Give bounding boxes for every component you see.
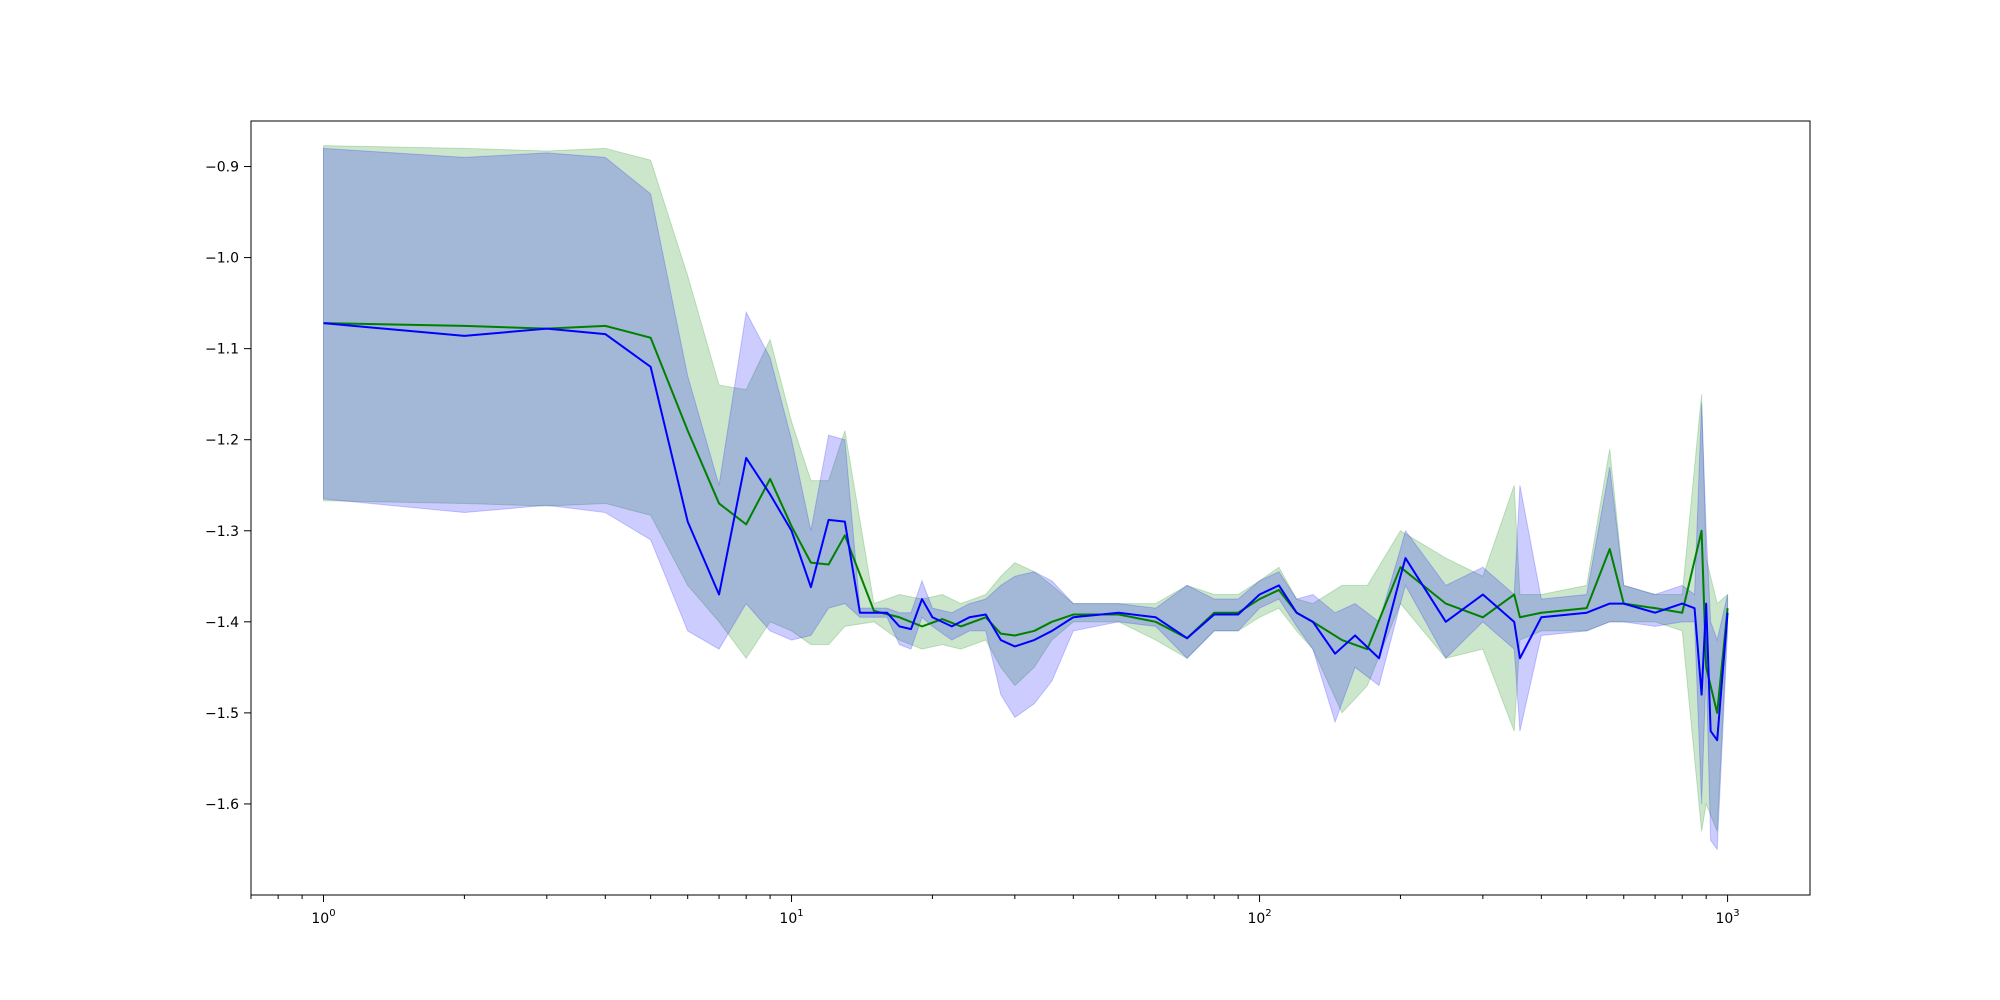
y-tick-label: −1.3: [205, 524, 239, 540]
y-tick-label: −1.6: [205, 797, 239, 813]
plot-frame: [250, 120, 1811, 896]
series-2-band: [323, 147, 1729, 851]
y-tick-label: −1.5: [205, 706, 239, 722]
y-tick-label: −1.2: [205, 433, 239, 449]
y-tick-label: −0.9: [205, 160, 239, 176]
x-tick-label: 103: [1715, 908, 1739, 927]
series-2-line: [323, 322, 1729, 742]
x-tick-label: 101: [779, 908, 803, 927]
x-tick-label: 102: [1247, 908, 1271, 927]
y-axis: −0.9 −1.0 −1.1 −1.2 −1.3 −1.4 −1.5 −1.6: [205, 160, 251, 813]
x-tick-label: 100: [311, 908, 335, 927]
x-axis: 100 101 102 103: [250, 895, 1740, 927]
series-1-line: [323, 322, 1729, 714]
y-tick-label: −1.0: [205, 251, 239, 267]
series-lines: [323, 322, 1729, 742]
y-tick-label: −1.4: [205, 615, 239, 631]
y-tick-label: −1.1: [205, 342, 239, 358]
